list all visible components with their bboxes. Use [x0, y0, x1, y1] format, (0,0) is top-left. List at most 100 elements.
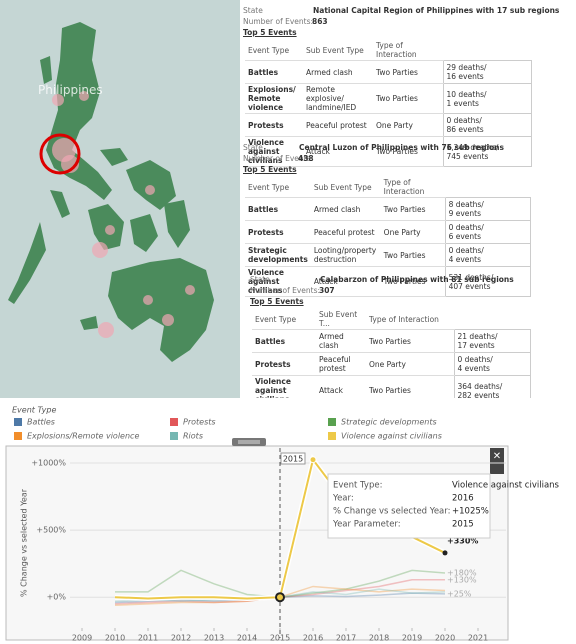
cell: Armed clash	[316, 329, 366, 353]
cell: Explosions/ Remote violence	[245, 83, 303, 114]
deaths: 1,249 deaths/	[446, 142, 499, 152]
events: 4 events	[457, 364, 490, 373]
top-events-label: Top 5 Events	[243, 28, 297, 37]
cell: Violence against civilians	[245, 136, 303, 167]
cell: One Party	[380, 220, 446, 244]
x-tick-label: 2020	[435, 634, 455, 643]
card-title: National Capital Region of Philippines w…	[313, 6, 560, 15]
x-tick-label: 2013	[204, 634, 224, 643]
deaths: 8 deaths/	[448, 200, 484, 209]
deaths: 364 deaths/	[457, 381, 503, 391]
deaths: 10 deaths/	[446, 89, 487, 99]
x-tick-label: 2012	[171, 634, 191, 643]
tooltip-label: % Change vs selected Year:	[333, 507, 450, 517]
card-title: Calabarzon of Philippines with 81 sub re…	[320, 275, 514, 284]
events-table: Event Type Sub Event Type Type of Interact…	[245, 40, 532, 167]
events-label: Number of Events:	[243, 154, 314, 163]
table-row: Protests Peaceful protest One Party 0 death…	[245, 113, 532, 137]
events-value: 438	[298, 154, 314, 163]
deaths: 0 deaths/	[446, 116, 482, 125]
toolbar[interactable]	[490, 448, 504, 474]
drag-handle	[232, 438, 266, 446]
tooltip-label: Year Parameter:	[332, 520, 401, 530]
card-title: Central Luzon of Philippines with 76 sub…	[299, 143, 504, 152]
deaths: 0 deaths/	[448, 223, 484, 232]
header-cell-empty	[445, 177, 530, 198]
cell: Armed clash	[310, 197, 381, 221]
cell: Protests	[245, 113, 303, 137]
end-label: +25%	[447, 589, 472, 598]
deaths-cell: 8 deaths/9 events	[444, 197, 532, 221]
legend-label: Riots	[183, 432, 203, 441]
cell: Peaceful protest	[316, 352, 366, 376]
reference-label: 2015	[283, 455, 303, 464]
y-tick-label: +1000%	[31, 459, 66, 468]
deaths-cell: 21 deaths/17 events	[453, 329, 531, 353]
events-value: 863	[312, 17, 328, 26]
events-value: 307	[319, 286, 335, 295]
legend-swatch	[328, 418, 336, 426]
header-cell: Type of Interaction	[369, 314, 439, 324]
events: 16 events	[446, 72, 484, 81]
events-label: Number of Events:	[250, 286, 321, 295]
event-card: State National Capital Region of Philippi…	[243, 6, 559, 167]
cell: Battles	[245, 60, 303, 84]
end-label: +180%	[447, 569, 477, 578]
legend-swatch	[328, 432, 336, 440]
cell: Two Parties	[366, 329, 454, 353]
table-row: Battles Armed clash Two Parties 21 deaths/1…	[252, 329, 531, 353]
deaths-cell: 0 deaths/6 events	[444, 220, 532, 244]
state-label: State	[250, 275, 270, 284]
events: 407 events	[448, 281, 491, 291]
cell: Peaceful protest	[303, 113, 373, 137]
table-header: Event Type Sub Event T... Type of Interact…	[252, 309, 530, 330]
state-label: State	[243, 6, 263, 15]
legend-swatch	[14, 432, 22, 440]
hover-point	[309, 456, 317, 464]
events: 4 events	[448, 255, 481, 264]
events-table: Event Type Sub Event Type Type of Interact…	[245, 177, 532, 297]
deaths: 29 deaths/	[446, 63, 487, 72]
deaths: 21 deaths/	[457, 332, 498, 341]
events: 9 events	[448, 209, 481, 218]
events-label: Number of Events:	[243, 17, 314, 26]
table-row: Strategic developments Looting/property d…	[245, 243, 532, 267]
cell: Two Parties	[380, 243, 446, 267]
cell: Violence against civilians	[245, 266, 311, 297]
event-card: State Central Luzon of Philippines with 7…	[243, 143, 532, 297]
y-axis-title: % Change vs selected Year	[20, 488, 29, 597]
x-tick-label: 2014	[237, 634, 257, 643]
cell: Protests	[245, 220, 311, 244]
y-tick-label: +0%	[47, 593, 67, 602]
cell: One Party	[366, 352, 454, 376]
header-cell-empty	[443, 40, 531, 61]
end-point	[442, 550, 448, 556]
cell: Two Parties	[373, 60, 443, 84]
tooltip-box	[327, 473, 491, 539]
table-row: Protests Peaceful protest One Party 0 death…	[245, 220, 532, 244]
events-table: Event Type Sub Event T... Type of Interact…	[252, 309, 531, 406]
events: 282 events	[457, 390, 500, 400]
events: 86 events	[446, 125, 484, 134]
table-row: Battles Armed clash Two Parties 8 deaths/9 …	[245, 197, 532, 221]
cell: Attack	[303, 136, 373, 167]
cell: Armed clash	[303, 60, 373, 84]
deaths-cell: 0 deaths/4 events	[444, 243, 532, 267]
header-cell: Sub Event T...	[319, 310, 358, 328]
event-circles	[52, 91, 195, 338]
tooltip-label: Event Type:	[333, 481, 382, 491]
legend-label: Explosions/Remote violence	[27, 432, 139, 441]
tooltip-label: Year:	[332, 494, 354, 504]
cell: Two Parties	[380, 197, 446, 221]
legend-label: Violence against civilians	[341, 432, 442, 441]
legend-swatch	[170, 432, 178, 440]
legend-label: Protests	[183, 418, 216, 427]
deaths: 531 deaths/	[448, 272, 494, 282]
close-icon[interactable]: ✕	[493, 451, 501, 462]
header-cell: Event Type	[248, 182, 290, 192]
tooltip-value: 2016	[452, 494, 474, 504]
x-tick-label: 2017	[336, 634, 356, 643]
